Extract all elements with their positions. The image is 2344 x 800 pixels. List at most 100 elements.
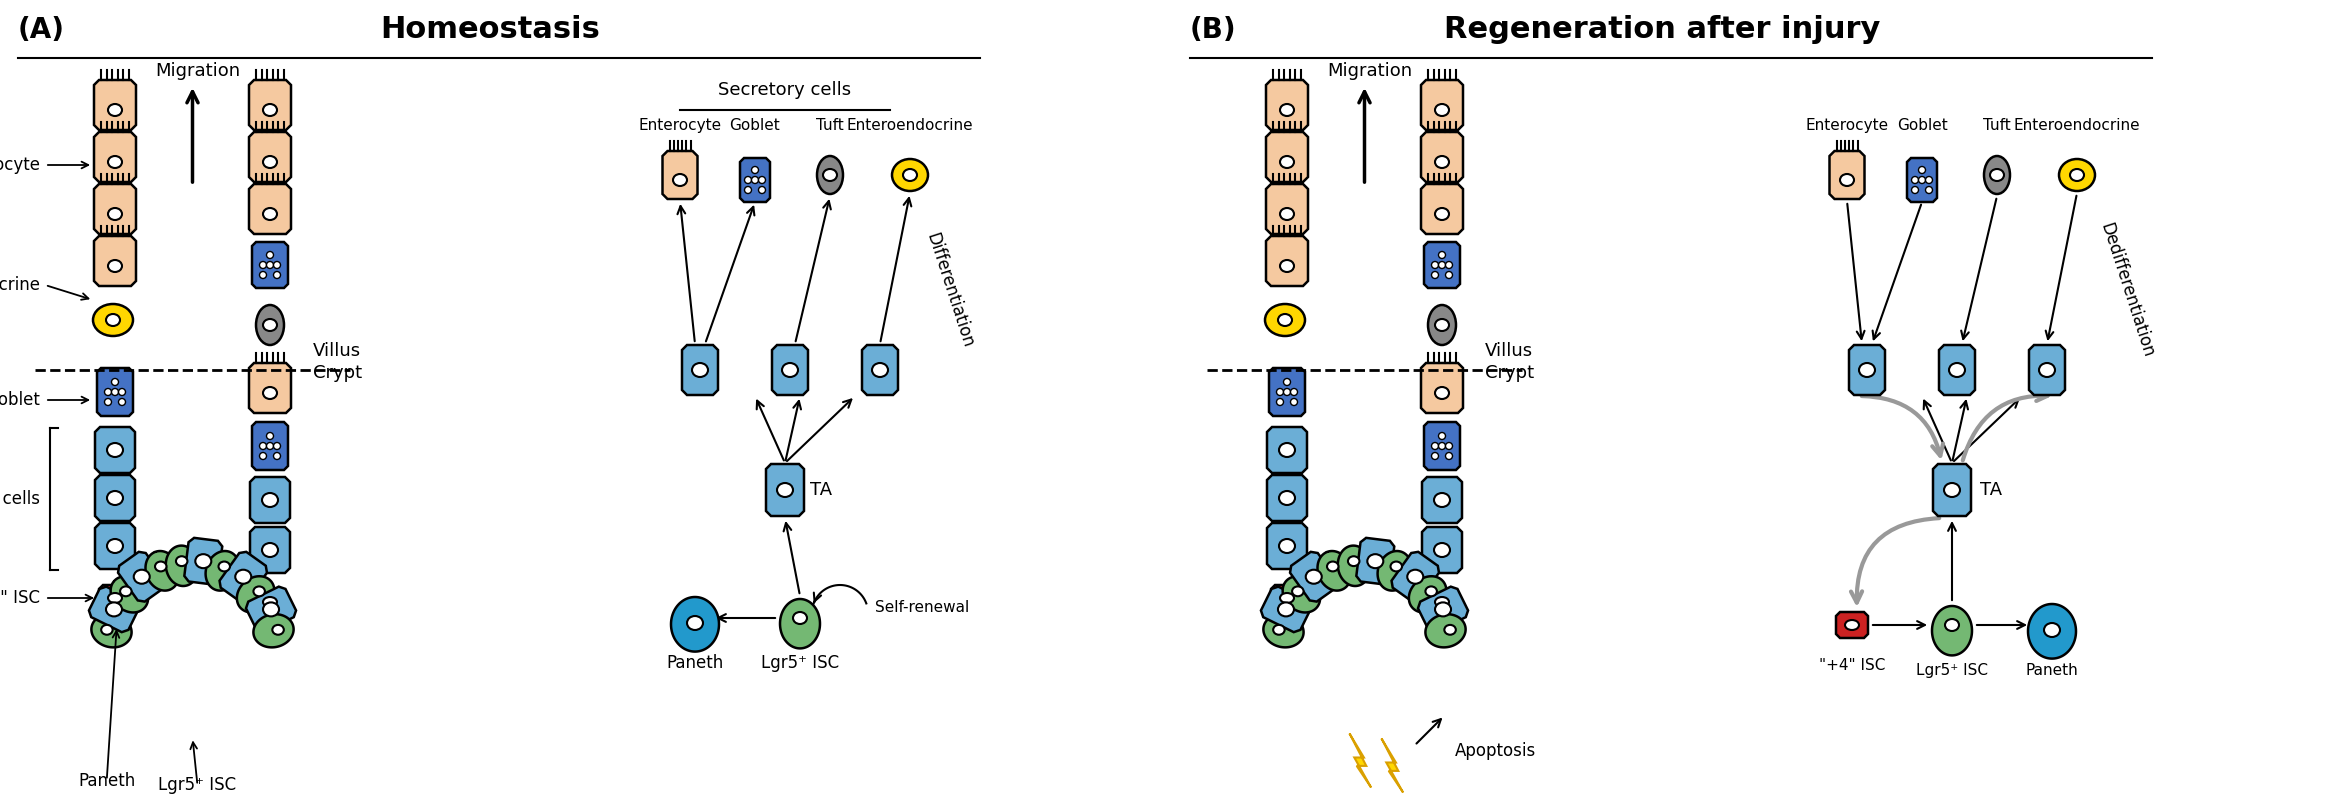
Text: Differentiation: Differentiation xyxy=(924,230,977,350)
Ellipse shape xyxy=(1917,177,1924,183)
Polygon shape xyxy=(1263,614,1303,647)
Ellipse shape xyxy=(1910,186,1917,194)
Ellipse shape xyxy=(1432,271,1439,278)
Ellipse shape xyxy=(1924,177,1931,183)
Polygon shape xyxy=(1934,464,1971,516)
Ellipse shape xyxy=(1348,556,1360,566)
Ellipse shape xyxy=(1983,156,2011,194)
Ellipse shape xyxy=(260,271,267,278)
Polygon shape xyxy=(1908,158,1936,202)
Polygon shape xyxy=(220,552,267,602)
Ellipse shape xyxy=(687,616,703,630)
Ellipse shape xyxy=(267,262,274,269)
Ellipse shape xyxy=(108,443,122,457)
Polygon shape xyxy=(1392,552,1439,602)
Ellipse shape xyxy=(195,554,211,568)
Polygon shape xyxy=(94,184,136,234)
Ellipse shape xyxy=(1285,378,1292,386)
Text: Enterocyte: Enterocyte xyxy=(0,156,40,174)
Text: (B): (B) xyxy=(1191,16,1238,44)
Ellipse shape xyxy=(1435,319,1449,331)
Ellipse shape xyxy=(1432,262,1439,269)
Polygon shape xyxy=(1420,184,1463,234)
Ellipse shape xyxy=(263,543,279,557)
Ellipse shape xyxy=(1280,260,1294,272)
Ellipse shape xyxy=(120,389,127,395)
Ellipse shape xyxy=(1435,104,1449,116)
Ellipse shape xyxy=(1946,619,1960,631)
Text: Regeneration after injury: Regeneration after injury xyxy=(1444,15,1880,44)
Ellipse shape xyxy=(113,378,120,386)
Polygon shape xyxy=(1266,236,1308,286)
Ellipse shape xyxy=(108,156,122,168)
Ellipse shape xyxy=(105,398,113,406)
Polygon shape xyxy=(1420,132,1463,182)
Polygon shape xyxy=(1938,345,1976,395)
Ellipse shape xyxy=(108,593,122,603)
Ellipse shape xyxy=(113,389,120,395)
Polygon shape xyxy=(1425,589,1458,615)
Ellipse shape xyxy=(108,260,122,272)
Text: Lgr5⁺ ISC: Lgr5⁺ ISC xyxy=(762,654,839,672)
Polygon shape xyxy=(1931,606,1971,655)
Polygon shape xyxy=(1831,151,1863,199)
Polygon shape xyxy=(251,477,291,523)
Ellipse shape xyxy=(1845,620,1859,630)
Text: Enteroendocrine: Enteroendocrine xyxy=(0,276,40,294)
Polygon shape xyxy=(1420,80,1463,130)
Ellipse shape xyxy=(1285,389,1292,395)
Ellipse shape xyxy=(134,570,150,584)
Polygon shape xyxy=(248,80,291,130)
Polygon shape xyxy=(863,345,898,395)
Ellipse shape xyxy=(1292,586,1303,596)
Ellipse shape xyxy=(902,169,917,181)
Ellipse shape xyxy=(1273,625,1285,634)
Polygon shape xyxy=(1268,523,1308,569)
Text: Goblet: Goblet xyxy=(729,118,781,133)
Text: Tuft: Tuft xyxy=(816,118,844,133)
Ellipse shape xyxy=(1444,625,1456,634)
Ellipse shape xyxy=(745,177,752,183)
Ellipse shape xyxy=(1435,387,1449,399)
Ellipse shape xyxy=(792,612,806,624)
Text: Crypt: Crypt xyxy=(314,364,361,382)
Text: Enteroendocrine: Enteroendocrine xyxy=(846,118,973,133)
Polygon shape xyxy=(166,546,199,586)
Text: "+4" ISC: "+4" ISC xyxy=(0,589,40,607)
Text: Lgr5⁺ ISC: Lgr5⁺ ISC xyxy=(159,777,237,794)
Polygon shape xyxy=(253,422,288,470)
Ellipse shape xyxy=(1277,389,1285,395)
Ellipse shape xyxy=(1432,453,1439,459)
Ellipse shape xyxy=(267,251,274,258)
Ellipse shape xyxy=(1280,156,1294,168)
Ellipse shape xyxy=(1390,562,1402,571)
Text: Paneth: Paneth xyxy=(666,654,724,672)
Polygon shape xyxy=(96,368,134,416)
Ellipse shape xyxy=(272,625,284,634)
Polygon shape xyxy=(145,551,180,590)
Text: Paneth: Paneth xyxy=(2025,663,2079,678)
Ellipse shape xyxy=(263,104,277,116)
Ellipse shape xyxy=(274,453,281,459)
Text: (A): (A) xyxy=(19,16,66,44)
Polygon shape xyxy=(98,585,131,611)
Polygon shape xyxy=(1425,242,1460,288)
Ellipse shape xyxy=(1277,602,1294,616)
Polygon shape xyxy=(781,599,820,648)
Polygon shape xyxy=(1289,552,1338,602)
Text: Dedifferentiation: Dedifferentiation xyxy=(2098,221,2156,359)
Ellipse shape xyxy=(108,539,122,553)
Ellipse shape xyxy=(260,262,267,269)
Text: Lgr5⁺ ISC: Lgr5⁺ ISC xyxy=(1915,663,1988,678)
Ellipse shape xyxy=(1367,554,1383,568)
Polygon shape xyxy=(1268,427,1308,473)
Ellipse shape xyxy=(155,562,166,571)
Ellipse shape xyxy=(108,104,122,116)
Polygon shape xyxy=(2030,345,2065,395)
Ellipse shape xyxy=(274,271,281,278)
Polygon shape xyxy=(253,589,286,615)
Ellipse shape xyxy=(94,304,134,336)
Polygon shape xyxy=(766,464,804,516)
Polygon shape xyxy=(1266,184,1308,234)
Text: Enterocyte: Enterocyte xyxy=(638,118,722,133)
